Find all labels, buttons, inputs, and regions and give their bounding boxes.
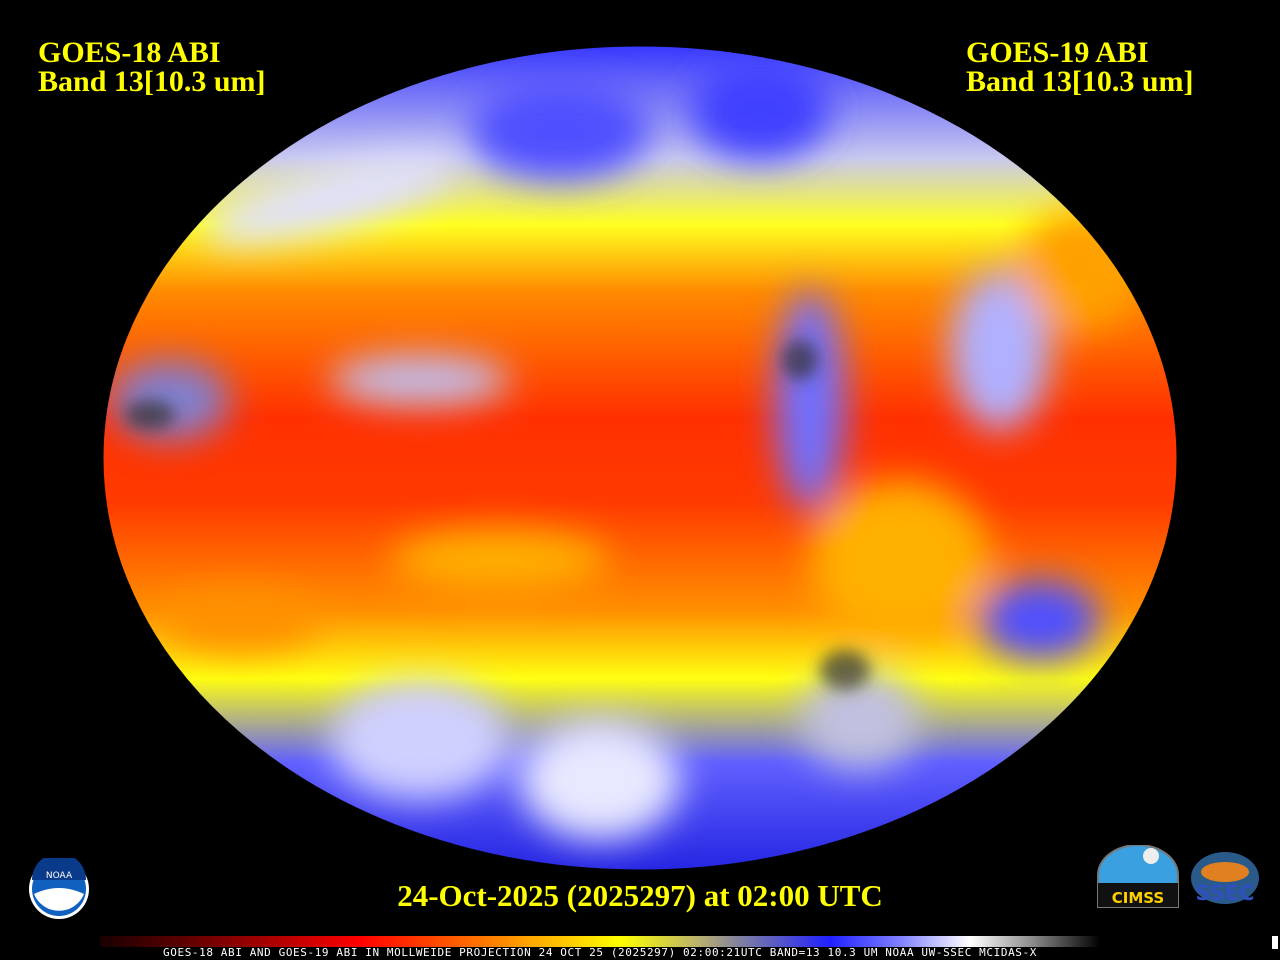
- svg-text:CIMSS: CIMSS: [1112, 889, 1164, 907]
- right-satellite-title: GOES-19 ABI Band 13[10.3 um]: [966, 36, 1194, 98]
- svg-text:NOAA: NOAA: [46, 871, 73, 881]
- right-title-band: Band 13[10.3 um]: [966, 65, 1194, 98]
- noaa-logo: NOAA: [29, 858, 89, 919]
- footer-caption: GOES-18 ABI AND GOES-19 ABI IN MOLLWEIDE…: [163, 946, 1037, 959]
- color-bar-marker: [1272, 936, 1278, 949]
- cimss-logo: CIMSS: [1097, 845, 1179, 908]
- svg-text:SSEC: SSEC: [1195, 881, 1254, 905]
- satellite-imagery: [103, 46, 1177, 870]
- left-title-band: Band 13[10.3 um]: [38, 65, 266, 98]
- right-title-satellite: GOES-19 ABI: [966, 36, 1149, 69]
- left-satellite-title: GOES-18 ABI Band 13[10.3 um]: [38, 36, 266, 98]
- timestamp-label: 24-Oct-2025 (2025297) at 02:00 UTC: [397, 878, 883, 913]
- temperature-color-bar: [100, 936, 1100, 947]
- ssec-logo: SSEC: [1191, 852, 1259, 905]
- left-title-satellite: GOES-18 ABI: [38, 36, 221, 69]
